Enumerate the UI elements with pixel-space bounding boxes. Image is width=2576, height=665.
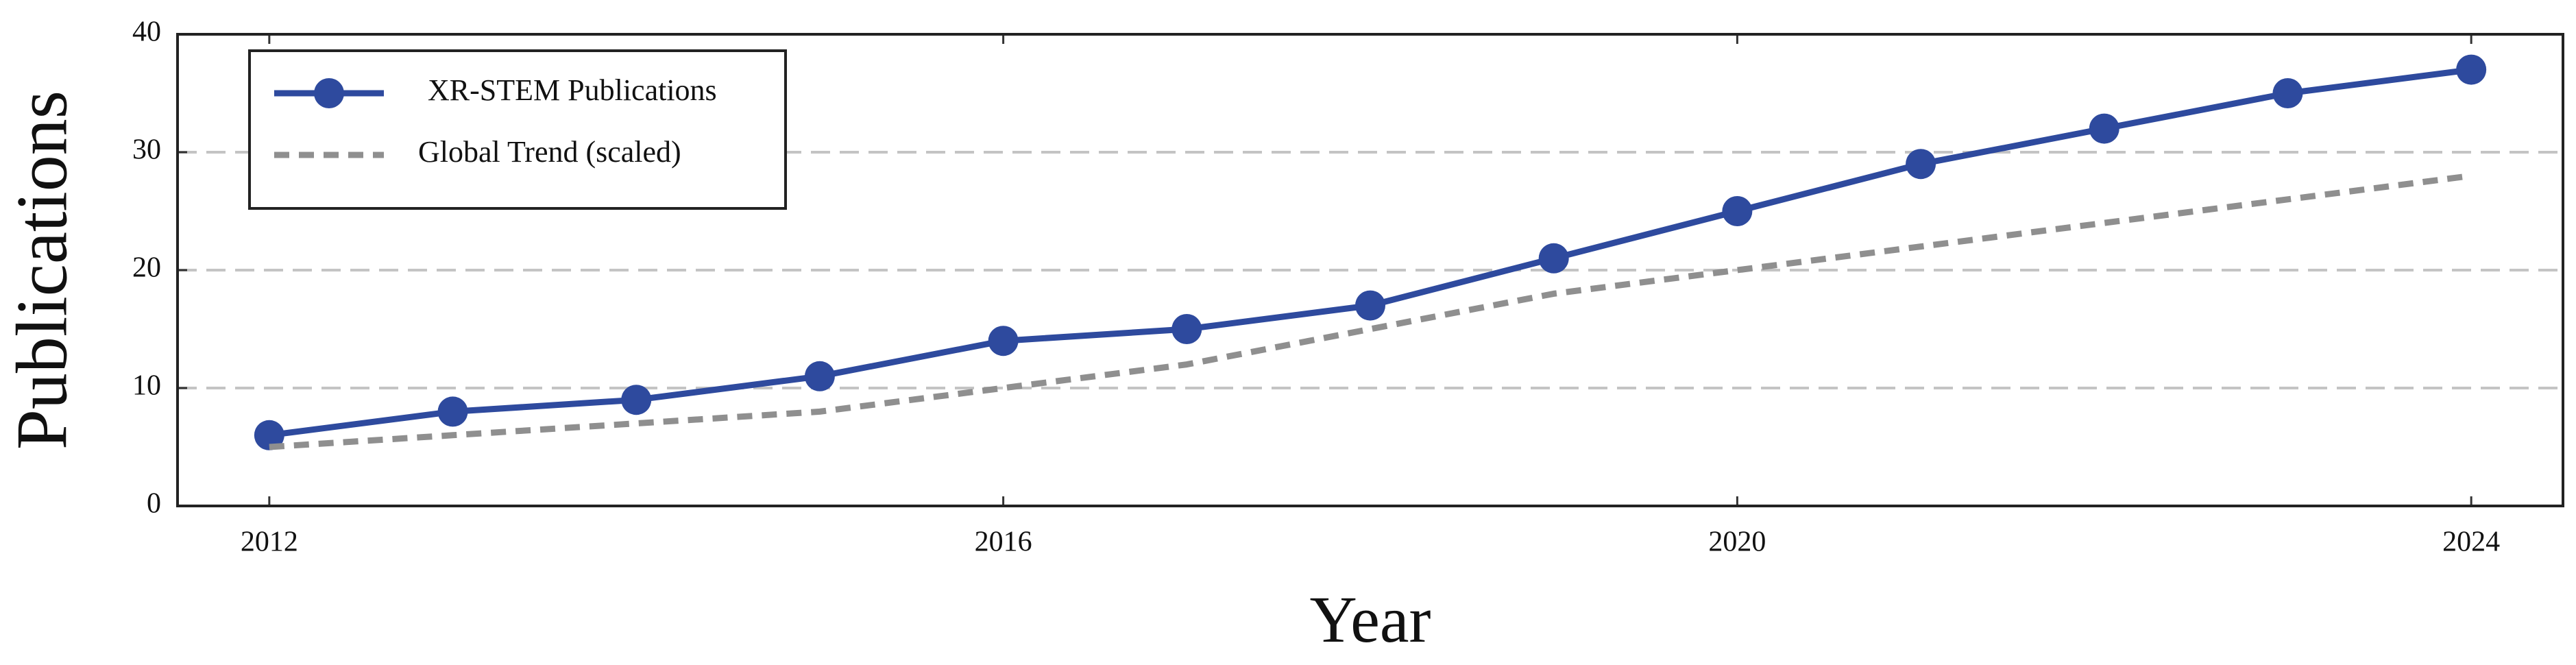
x-axis-label: Year bbox=[1310, 583, 1431, 656]
y-tick-label: 10 bbox=[132, 370, 161, 402]
y-axis-label: Publications bbox=[1, 90, 82, 450]
y-tick-label: 0 bbox=[147, 488, 161, 520]
x-tick-label: 2012 bbox=[241, 527, 298, 558]
marker bbox=[1355, 290, 1385, 321]
y-tick-label: 40 bbox=[132, 16, 161, 48]
y-tick-label: 30 bbox=[132, 134, 161, 166]
x-tick-label: 2016 bbox=[975, 527, 1032, 558]
y-tick-label: 20 bbox=[132, 252, 161, 284]
marker bbox=[804, 361, 835, 391]
legend-label: Global Trend (scaled) bbox=[418, 135, 681, 169]
marker bbox=[1171, 314, 1202, 344]
legend-marker bbox=[314, 78, 344, 108]
legend-box bbox=[248, 49, 787, 210]
marker bbox=[988, 326, 1019, 356]
plot-frame bbox=[176, 33, 2564, 507]
marker bbox=[1538, 243, 1569, 274]
marker bbox=[254, 420, 284, 450]
marker bbox=[2272, 78, 2303, 108]
x-tick-label: 2024 bbox=[2442, 527, 2500, 558]
marker bbox=[1906, 149, 1936, 180]
marker bbox=[437, 396, 468, 427]
marker bbox=[2456, 54, 2487, 85]
x-tick-label: 2020 bbox=[1708, 527, 1766, 558]
marker bbox=[1722, 196, 1753, 226]
marker bbox=[2089, 113, 2119, 144]
marker bbox=[621, 385, 652, 415]
legend-label: XR-STEM Publications bbox=[428, 73, 717, 107]
